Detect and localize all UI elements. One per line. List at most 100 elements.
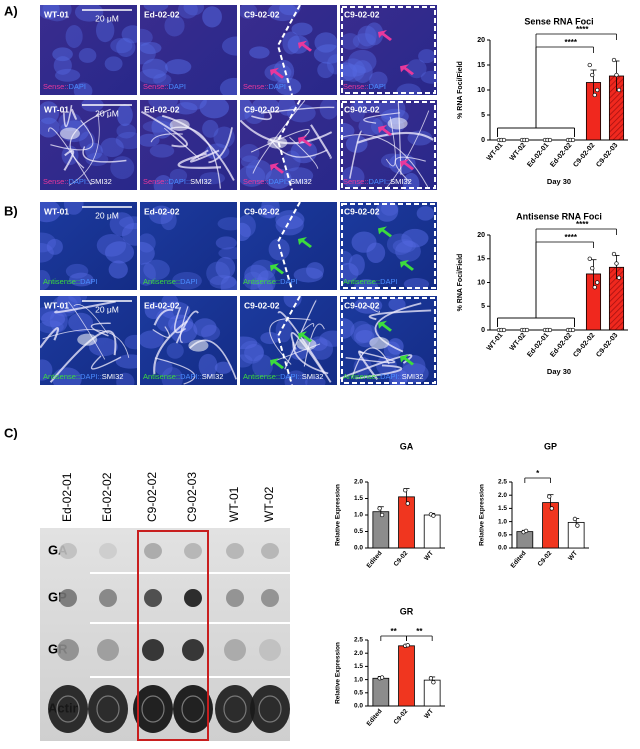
nucleus xyxy=(340,250,353,266)
stain-part: Antisense:: xyxy=(43,277,80,286)
data-point xyxy=(379,675,385,680)
nucleus xyxy=(143,5,169,12)
data-point xyxy=(570,327,576,333)
stain-label: Antisense::DAPI xyxy=(43,277,98,286)
nucleus xyxy=(164,14,185,37)
micrograph xyxy=(240,5,337,95)
lane-label: WT-01 xyxy=(227,486,241,522)
blot-dot xyxy=(259,639,281,661)
data-point xyxy=(592,92,597,98)
nucleus xyxy=(416,206,435,221)
fiber xyxy=(68,112,100,186)
stain-label: Antisense::DAPI xyxy=(143,277,198,286)
arrow xyxy=(270,358,284,370)
significance-label: **** xyxy=(576,220,589,229)
nucleus xyxy=(78,48,97,63)
fiber xyxy=(277,311,332,383)
nucleus xyxy=(249,46,270,59)
nucleus xyxy=(213,126,235,149)
nucleus xyxy=(40,202,61,223)
x-tick-label: WT xyxy=(567,550,579,562)
nucleus xyxy=(177,5,198,19)
zoom-frame xyxy=(341,101,436,189)
stain-part: SMI32 xyxy=(90,177,112,186)
nucleus xyxy=(352,33,376,50)
nucleus xyxy=(121,222,137,246)
nucleus xyxy=(140,133,160,147)
nucleus xyxy=(313,44,337,64)
nucleus xyxy=(140,41,162,55)
nucleus xyxy=(110,156,135,180)
nucleus xyxy=(160,210,177,231)
nucleus xyxy=(420,70,437,84)
fiber xyxy=(355,364,403,380)
image-label: Ed-02-02 xyxy=(144,104,180,114)
nucleus xyxy=(287,35,309,54)
arrow xyxy=(378,30,392,41)
nucleus xyxy=(350,320,373,344)
nucleus xyxy=(240,354,253,368)
x-tick-label: C9-02 xyxy=(393,550,410,568)
nucleus xyxy=(319,330,337,347)
nucleus xyxy=(193,318,217,337)
nucleus xyxy=(215,256,236,279)
data-point xyxy=(570,137,576,143)
stain-label: Sense::DAPI xyxy=(143,82,186,91)
nucleus xyxy=(116,372,135,385)
nucleus xyxy=(388,297,406,311)
nucleus xyxy=(206,261,231,286)
stain-part: DAPI:: xyxy=(368,177,390,186)
fiber xyxy=(394,156,426,183)
nucleus xyxy=(240,5,258,19)
blot-ring xyxy=(96,695,120,723)
nucleus xyxy=(243,271,263,290)
nucleus xyxy=(115,131,137,150)
blot-dot xyxy=(99,543,117,559)
arrow xyxy=(270,162,284,174)
fiber xyxy=(374,302,422,353)
nucleus xyxy=(406,59,427,79)
nucleus xyxy=(418,49,436,64)
nucleus xyxy=(340,262,359,283)
fiber xyxy=(153,320,188,375)
nucleus xyxy=(40,243,54,263)
nucleus xyxy=(327,54,337,75)
data-point xyxy=(547,494,552,499)
stain-label: Sense::DAPI::SMI32 xyxy=(343,177,412,186)
x-tick-label: Edited xyxy=(366,708,384,728)
nucleus xyxy=(317,61,334,79)
arrow xyxy=(298,331,312,343)
nucleus xyxy=(340,318,355,339)
nucleus xyxy=(304,376,326,385)
y-tick-label: 0.0 xyxy=(354,703,363,710)
scale-bar-label: 20 μM xyxy=(95,210,119,220)
stain-part: DAPI xyxy=(80,277,98,286)
stain-part: DAPI:: xyxy=(168,177,190,186)
nucleus xyxy=(104,241,135,264)
nucleus xyxy=(265,168,292,189)
significance-label: **** xyxy=(576,25,589,34)
significance-label: ** xyxy=(391,627,398,636)
stain-part: Antisense:: xyxy=(243,372,280,381)
scale-bar-label: 20 μM xyxy=(95,108,119,118)
data-point xyxy=(572,516,578,522)
nucleus xyxy=(275,77,302,95)
y-tick-label: 10 xyxy=(477,87,485,94)
fiber xyxy=(250,128,310,153)
nucleus xyxy=(220,275,237,290)
y-axis-label: Relative Expression xyxy=(335,484,342,546)
stain-part: DAPI xyxy=(168,82,186,91)
zoom-frame xyxy=(341,297,436,384)
nucleus xyxy=(267,5,298,22)
chart-title: GR xyxy=(400,606,414,616)
nucleus xyxy=(240,155,260,169)
nucleus xyxy=(245,159,272,183)
nucleus xyxy=(40,320,64,334)
panel-label: B) xyxy=(4,203,18,218)
stain-part: Antisense:: xyxy=(343,277,380,286)
data-point xyxy=(595,87,600,93)
stain-part: Antisense:: xyxy=(243,277,280,286)
data-point xyxy=(405,501,410,506)
x-tick-label: WT-02 xyxy=(509,142,528,162)
nucleus xyxy=(169,168,188,183)
